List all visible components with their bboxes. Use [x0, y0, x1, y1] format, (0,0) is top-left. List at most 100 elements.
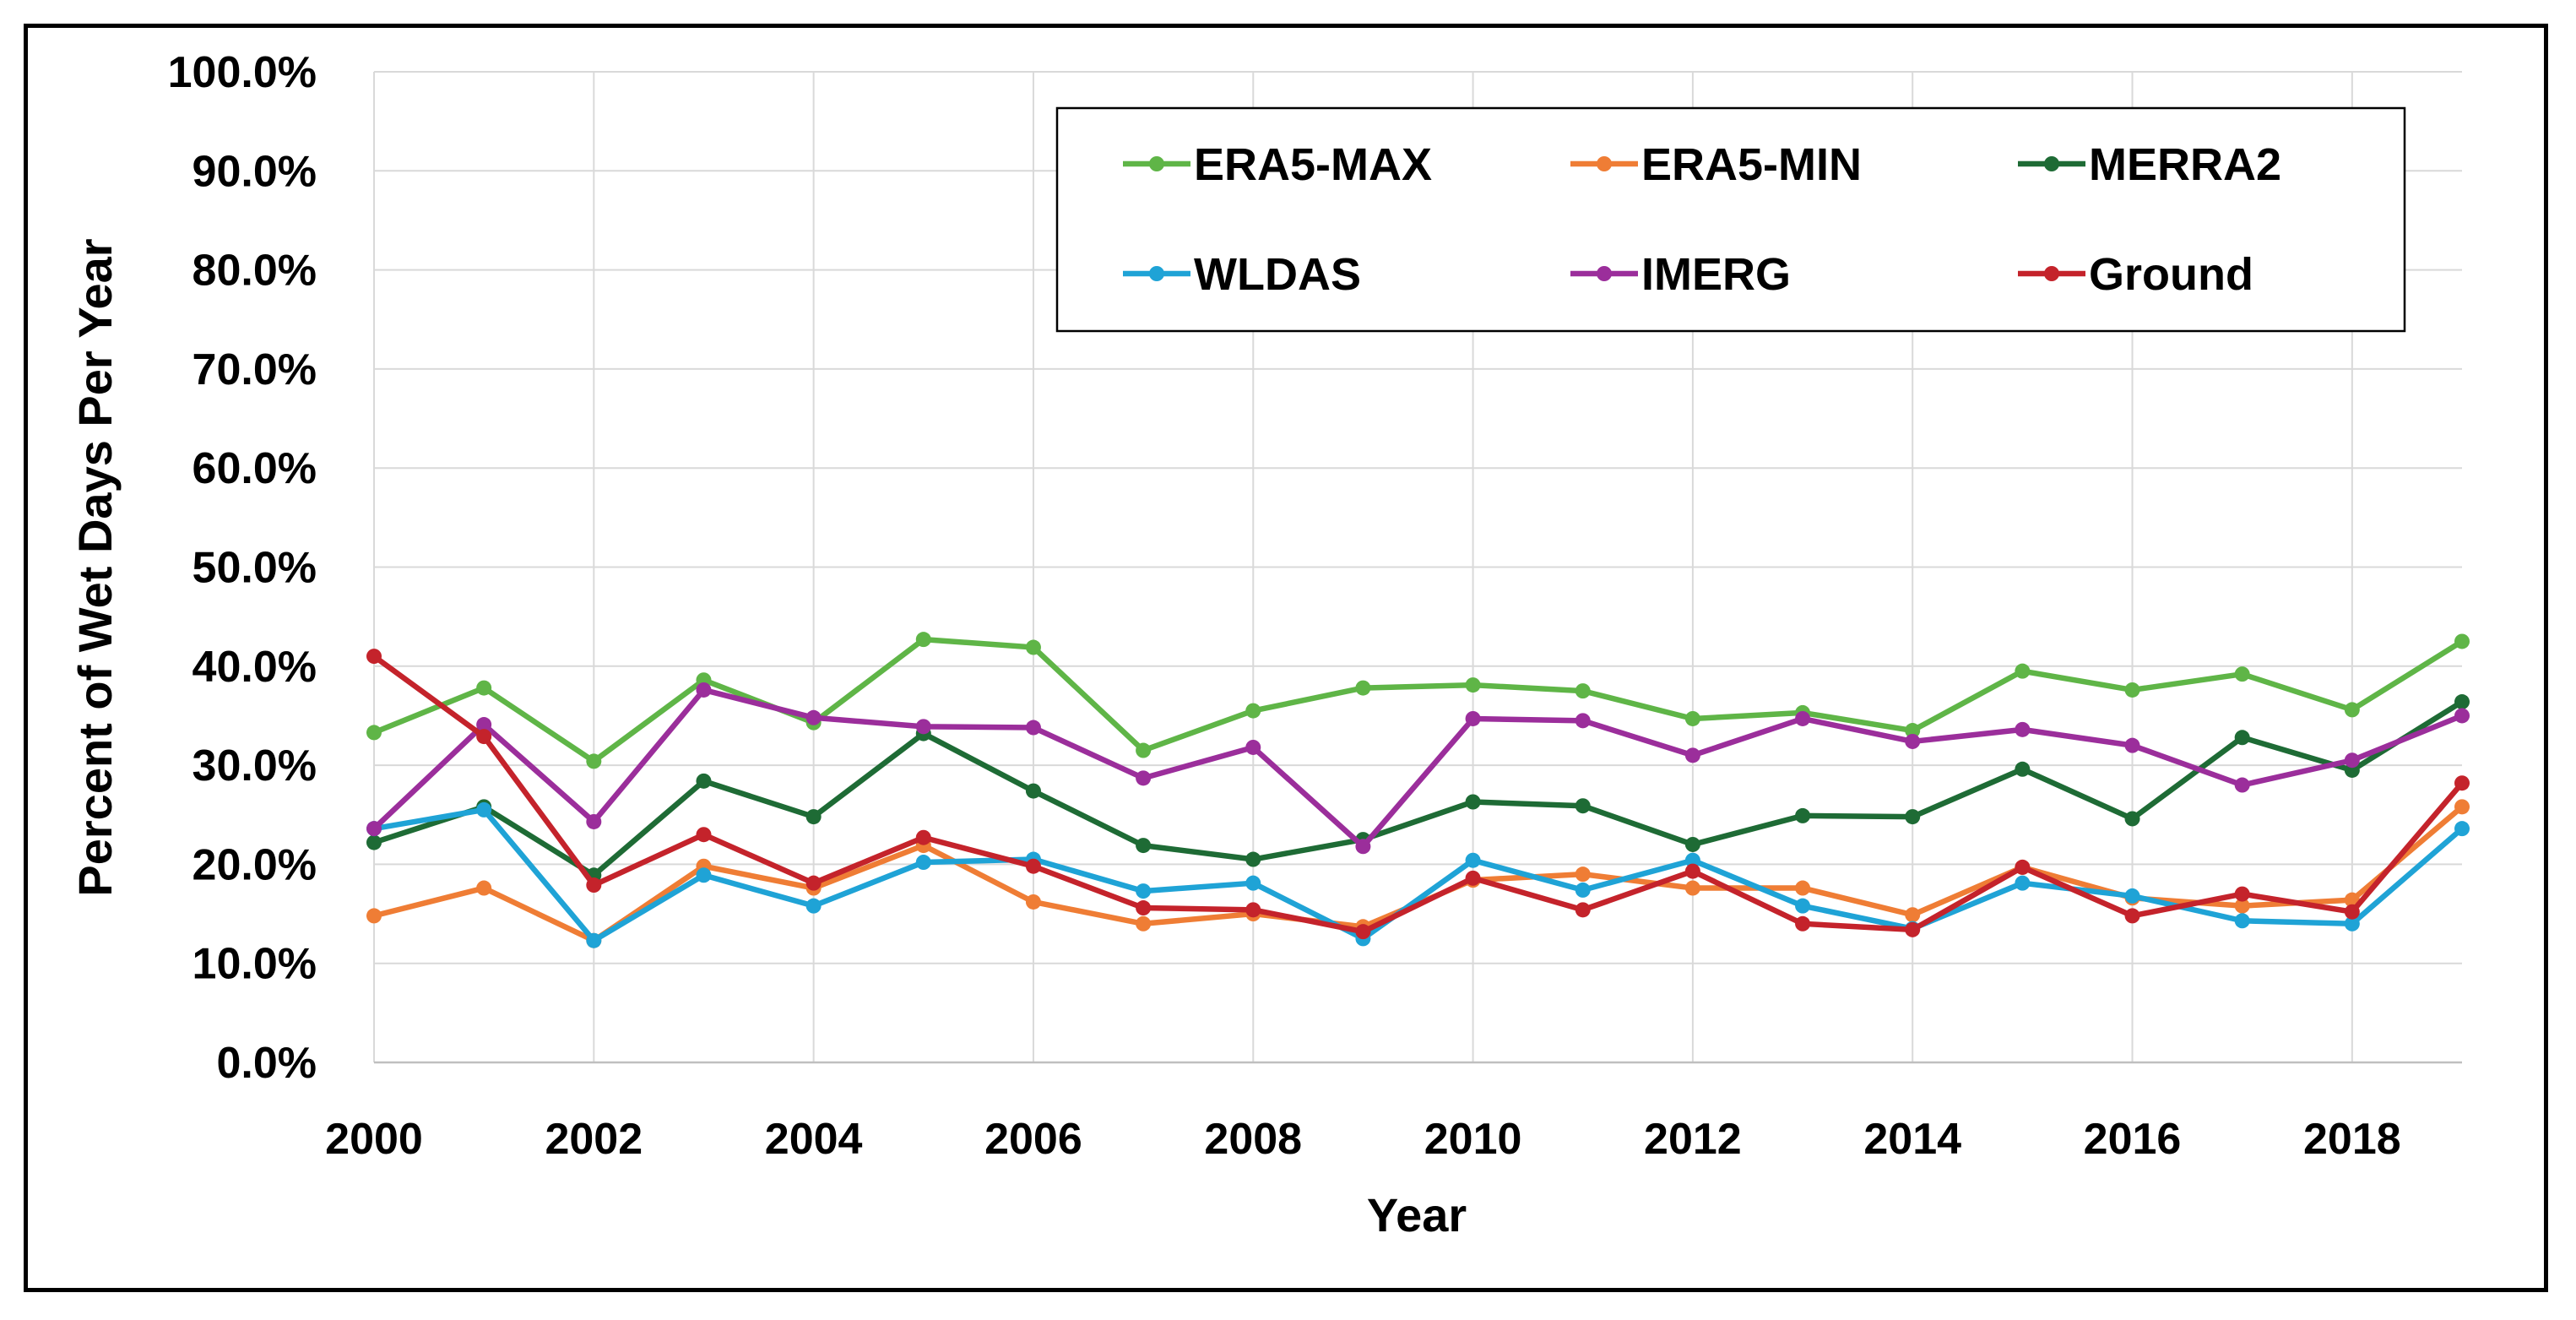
- data-point-wldas: [915, 855, 931, 871]
- x-tick-label: 2010: [1424, 1115, 1522, 1164]
- y-tick-label: 20.0%: [193, 840, 317, 889]
- data-point-wldas: [2454, 821, 2470, 837]
- data-point-wldas: [1795, 898, 1811, 914]
- legend-item-era5-min: ERA5-MIN: [1570, 139, 1862, 190]
- legend-item-era5-max: ERA5-MAX: [1123, 139, 1432, 190]
- data-point-wldas: [476, 801, 492, 818]
- legend-box: [1055, 106, 2406, 333]
- data-point-ground: [1465, 870, 1481, 886]
- data-point-ground: [476, 729, 492, 745]
- data-point-era5-max: [1136, 742, 1152, 758]
- data-point-era5-min: [1684, 880, 1700, 896]
- data-point-era5-max: [476, 680, 492, 696]
- x-axis-title: Year: [1367, 1188, 1467, 1241]
- x-tick-label: 2018: [2303, 1115, 2401, 1164]
- data-point-imerg: [1136, 770, 1152, 786]
- y-tick-label: 40.0%: [193, 643, 317, 692]
- data-point-merra2: [366, 834, 382, 850]
- data-point-wldas: [586, 932, 602, 948]
- data-point-imerg: [1025, 720, 1041, 736]
- data-point-imerg: [805, 709, 822, 725]
- y-tick-label: 80.0%: [193, 247, 317, 296]
- data-point-ground: [2015, 859, 2031, 875]
- series-line-era5-max: [371, 636, 2465, 764]
- x-tick-label: 2002: [545, 1115, 643, 1164]
- data-point-wldas: [2234, 913, 2250, 929]
- data-point-wldas: [805, 898, 822, 914]
- data-point-ground: [586, 877, 602, 894]
- data-point-ground: [2344, 904, 2360, 920]
- data-point-ground: [2124, 908, 2140, 924]
- data-point-merra2: [2454, 694, 2470, 710]
- legend-swatch-marker: [2044, 266, 2059, 281]
- series-line-merra2: [371, 698, 2465, 878]
- data-point-era5-max: [915, 632, 931, 648]
- series-merra2: [366, 694, 2470, 883]
- x-tick-label: 2012: [1644, 1115, 1742, 1164]
- data-point-ground: [1136, 900, 1152, 916]
- x-tick-label: 2016: [2084, 1115, 2182, 1164]
- data-point-ground: [1795, 915, 1811, 932]
- x-tick-label: 2008: [1204, 1115, 1302, 1164]
- data-point-era5-min: [1795, 880, 1811, 896]
- data-point-merra2: [1575, 798, 1591, 814]
- legend-swatch-marker: [1597, 266, 1612, 281]
- data-point-wldas: [1136, 883, 1152, 899]
- series-line-era5-min: [371, 804, 2465, 943]
- data-point-era5-max: [586, 753, 602, 769]
- series-imerg: [366, 682, 2470, 855]
- data-point-ground: [2454, 775, 2470, 791]
- data-point-wldas: [1684, 852, 1700, 868]
- data-point-imerg: [366, 821, 382, 837]
- data-point-era5-max: [2124, 682, 2140, 698]
- data-point-ground: [2234, 886, 2250, 902]
- data-point-merra2: [1905, 809, 1921, 825]
- x-tick-label: 2000: [325, 1115, 423, 1164]
- legend-item-wldas: WLDAS: [1123, 249, 1361, 300]
- y-tick-label: 70.0%: [193, 345, 317, 394]
- data-point-imerg: [1245, 739, 1261, 755]
- data-point-wldas: [1575, 882, 1591, 898]
- legend-label: ERA5-MIN: [1641, 139, 1862, 190]
- data-point-era5-max: [1905, 723, 1921, 739]
- data-point-era5-max: [2344, 702, 2360, 718]
- data-point-era5-max: [2454, 633, 2470, 649]
- data-point-era5-max: [366, 725, 382, 741]
- data-point-ground: [1355, 924, 1371, 940]
- data-point-imerg: [1795, 710, 1811, 726]
- y-tick-label: 100.0%: [168, 48, 317, 97]
- data-point-imerg: [1684, 747, 1700, 763]
- data-point-imerg: [2454, 708, 2470, 724]
- data-point-merra2: [2015, 761, 2031, 777]
- legend-swatch-marker: [1149, 156, 1164, 171]
- data-point-imerg: [2234, 777, 2250, 793]
- legend-label: WLDAS: [1194, 249, 1361, 300]
- legend-label: IMERG: [1641, 249, 1791, 300]
- data-point-merra2: [1136, 838, 1152, 854]
- y-tick-label: 0.0%: [216, 1039, 317, 1088]
- data-point-imerg: [696, 682, 712, 698]
- data-point-era5-min: [366, 908, 382, 924]
- legend-label: Ground: [2089, 249, 2253, 300]
- legend-swatch-marker: [1149, 266, 1164, 281]
- data-point-wldas: [1465, 852, 1481, 868]
- data-point-era5-max: [1465, 677, 1481, 693]
- data-point-imerg: [586, 813, 602, 829]
- data-point-era5-min: [1025, 894, 1041, 910]
- data-point-merra2: [805, 809, 822, 825]
- data-point-imerg: [476, 717, 492, 733]
- x-tick-label: 2014: [1863, 1115, 1961, 1164]
- data-point-imerg: [2015, 721, 2031, 737]
- data-point-imerg: [1905, 733, 1921, 749]
- data-point-era5-min: [476, 880, 492, 896]
- y-tick-label: 60.0%: [193, 444, 317, 493]
- data-point-era5-max: [1575, 683, 1591, 699]
- data-point-merra2: [696, 773, 712, 789]
- data-point-imerg: [1355, 839, 1371, 855]
- legend-item-imerg: IMERG: [1570, 249, 1791, 300]
- data-point-merra2: [1025, 783, 1041, 799]
- data-point-merra2: [1465, 794, 1481, 810]
- y-axis-title: Percent of Wet Days Per Year: [68, 238, 122, 896]
- data-point-imerg: [915, 719, 931, 735]
- series-wldas: [366, 801, 2470, 948]
